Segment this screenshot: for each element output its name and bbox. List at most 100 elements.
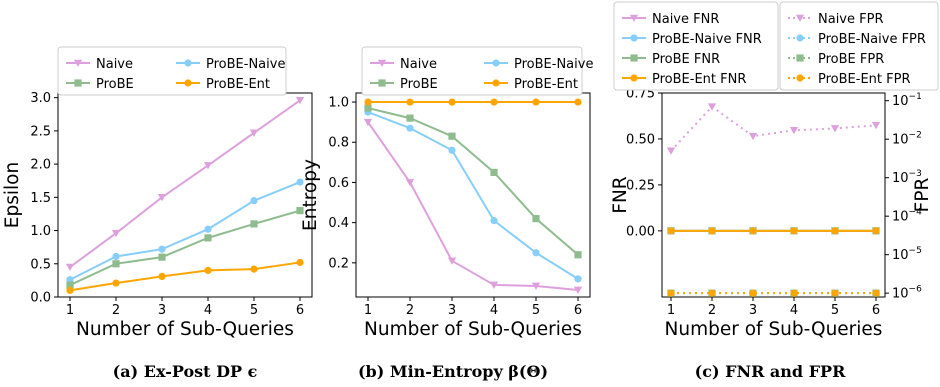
y-tick-label: 0.50: [626, 132, 655, 147]
data-point: [489, 281, 499, 289]
data-point: [708, 289, 716, 297]
data-point: [531, 282, 541, 290]
legend-label: ProBE: [400, 77, 438, 92]
y2-tick-base: 10: [892, 171, 909, 186]
legend-label: ProBE-Ent: [206, 77, 270, 92]
data-point: [158, 272, 166, 281]
x-tick-label: 2: [406, 303, 414, 318]
x-tick-label: 5: [250, 303, 258, 318]
data-point: [490, 217, 498, 225]
chart-2: 1 2 3 4 5 6 0.2 0.4 0.6 0.8 1.0 Number of Sub-Queri…: [300, 46, 593, 381]
series-line: [670, 105, 877, 152]
y-tick-label: 1.0: [30, 224, 51, 239]
x-tick-label: 6: [296, 303, 304, 318]
legend-sample-marker: [184, 79, 192, 87]
x-tick-label: 2: [112, 303, 120, 318]
data-point: [250, 220, 258, 228]
x-tick-label: 5: [831, 303, 839, 318]
legend: Naive ProBE ProBE-Naive ProBE-Ent: [361, 46, 593, 96]
y2-tick-exponent: −2: [909, 131, 922, 141]
y2-tick-exponent: −3: [909, 169, 922, 179]
y2-tick-base: 10: [892, 133, 909, 148]
series-naive-fpr: [666, 103, 881, 155]
data-point: [250, 197, 258, 205]
data-point: [573, 286, 583, 294]
series-line: [69, 209, 301, 286]
y-tick-label: 0.25: [626, 178, 655, 193]
legend-label: Naive FPR: [818, 12, 883, 27]
data-point: [830, 125, 840, 133]
y-tick-label: 3.0: [30, 91, 51, 106]
y2-tick-exponent: −6: [909, 285, 923, 295]
legend-label: ProBE-Naive: [206, 57, 285, 72]
data-point: [749, 227, 757, 235]
y2-tick-base: 10: [892, 94, 909, 109]
legend-label: ProBE-Naive: [514, 57, 593, 72]
data-point: [490, 168, 498, 176]
data-point: [448, 98, 456, 106]
y2-tick-label: 10−1: [892, 92, 922, 109]
y-tick-label: 1.5: [30, 191, 51, 206]
legend-sample-marker: [492, 79, 500, 87]
data-point: [532, 98, 540, 106]
legend-box: [57, 46, 287, 96]
legend-label: ProBE-Ent FPR: [818, 72, 910, 87]
data-point: [204, 225, 212, 233]
legend-sample-marker: [795, 14, 805, 22]
data-point: [296, 258, 304, 267]
x-tick-label: 1: [667, 303, 675, 318]
data-point: [111, 229, 121, 238]
series-line: [367, 107, 579, 256]
legend-label: Naive FNR: [652, 12, 719, 27]
plot-frame: [355, 92, 591, 298]
series-line: [367, 111, 579, 280]
y-axis-label: Epsilon: [2, 162, 23, 228]
x-tick-label: 6: [574, 303, 582, 318]
y-tick-label: 0.4: [328, 216, 349, 231]
data-point: [574, 275, 582, 283]
x-tick-label: 1: [364, 303, 372, 318]
data-point: [574, 251, 582, 259]
data-point: [158, 245, 166, 253]
data-point: [666, 147, 676, 155]
y-tick-label: 2.5: [30, 124, 51, 139]
y2-tick-base: 10: [892, 287, 909, 302]
x-axis-label: Number of Sub-Queries: [665, 319, 883, 340]
series-line: [69, 99, 301, 268]
y-tick-label: 0.2: [328, 256, 349, 271]
y2-tick-exponent: −4: [909, 208, 923, 218]
legend-sample-marker: [796, 34, 804, 42]
data-point: [532, 249, 540, 257]
figure-caption: (b) Min-Entropy β(Θ): [358, 362, 548, 381]
data-point: [364, 104, 372, 112]
y2-tick-base: 10: [892, 248, 909, 263]
series-naive: [65, 96, 305, 272]
x-tick-label: 6: [872, 303, 880, 318]
data-point: [112, 260, 120, 268]
data-point: [296, 178, 304, 186]
legend-sample-marker: [796, 54, 804, 62]
series-probe: [66, 207, 304, 289]
data-point: [871, 121, 881, 130]
series-probe: [364, 104, 582, 259]
data-point: [448, 132, 456, 140]
y2-tick-label: 10−2: [892, 131, 922, 148]
data-point: [406, 124, 414, 132]
y2-tick-base: 10: [892, 210, 909, 225]
series-probe-ent-fnr: [667, 227, 880, 235]
y2-tick-label: 10−3: [892, 169, 922, 186]
y2-tick-exponent: −5: [909, 246, 922, 256]
legend-sample-marker: [630, 54, 638, 62]
data-point: [65, 263, 75, 272]
series-line: [69, 261, 301, 292]
figure-caption: (a) Ex-Post DP ϵ: [113, 362, 258, 381]
data-point: [296, 207, 304, 215]
data-point: [364, 98, 372, 106]
legend-box-1: [613, 1, 779, 91]
legend-label: ProBE-Ent FNR: [652, 72, 746, 87]
y-tick-label: 1.0: [328, 96, 349, 111]
legend-label: ProBE FPR: [818, 52, 884, 67]
data-point: [667, 289, 675, 297]
